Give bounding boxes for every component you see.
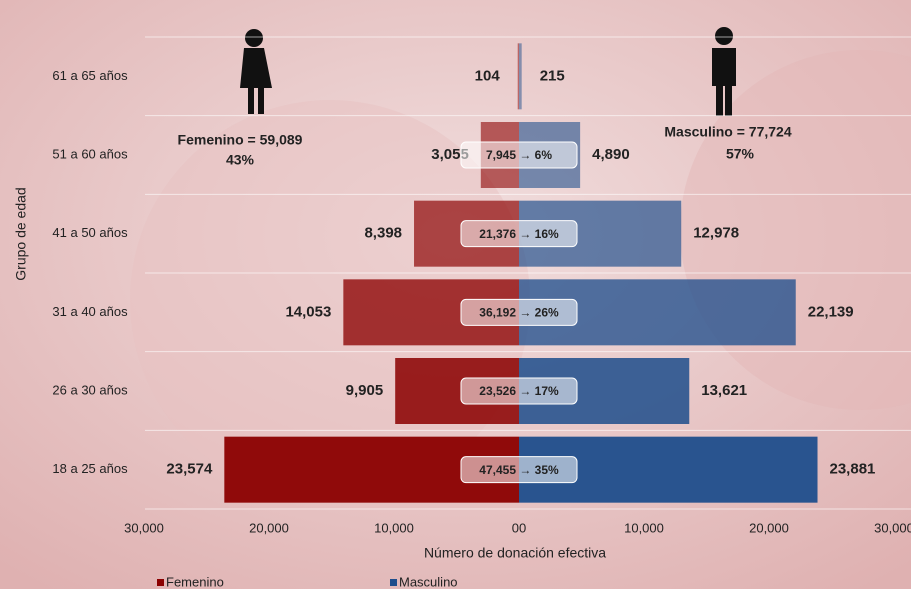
x-tick-label: 10,000 [374,520,414,535]
y-tick-label: 51 a 60 años [52,146,128,161]
x-tick-label: 20,000 [749,520,789,535]
value-label: 9,905 [346,382,384,399]
x-tick-label: 30,000 [874,520,911,535]
male-total: Masculino = 77,724 [664,124,791,140]
value-label: 23,574 [166,461,213,478]
value-label: 12,978 [693,225,739,242]
total-label: 23,526 → 17% [479,384,559,398]
value-label: 215 [540,67,565,84]
total-label: 47,455 → 35% [479,463,559,477]
y-axis-label: Grupo de edad [13,187,29,280]
value-label: 104 [475,67,501,84]
value-label: 23,881 [830,461,876,478]
y-tick-label: 41 a 50 años [52,225,128,240]
total-label: 7,945 → 6% [486,148,552,162]
x-tick-label: 10,000 [624,520,664,535]
y-tick-label: 18 a 25 años [52,461,128,476]
value-label: 4,890 [592,146,630,163]
page: Femenino = 59,089 43% Masculino = 77,724… [0,0,911,589]
x-axis-label: Número de donación efectiva [424,545,606,561]
bar [519,43,522,109]
legend-label: Femenino [166,574,224,589]
y-tick-label: 61 a 65 años [52,68,128,83]
chart: Femenino = 59,089 43% Masculino = 77,724… [0,0,911,589]
x-tick-label: 20,000 [249,520,289,535]
y-tick-label: 31 a 40 años [52,304,128,319]
x-tick-label: 30,000 [124,520,164,535]
male-share: 57% [726,146,755,162]
value-label: 14,053 [285,303,331,320]
total-label: 21,376 → 16% [479,227,559,241]
female-total: Femenino = 59,089 [178,132,303,148]
legend-swatch [390,579,397,586]
x-tick-label: 00 [512,520,526,535]
y-tick-label: 26 a 30 años [52,382,128,397]
legend-swatch [157,579,164,586]
value-label: 22,139 [808,303,854,320]
value-label: 13,621 [701,382,747,399]
total-label: 36,192 → 26% [479,306,559,320]
bar [518,43,519,109]
legend-label: Masculino [399,574,458,589]
female-share: 43% [226,152,255,168]
value-label: 8,398 [364,225,402,242]
